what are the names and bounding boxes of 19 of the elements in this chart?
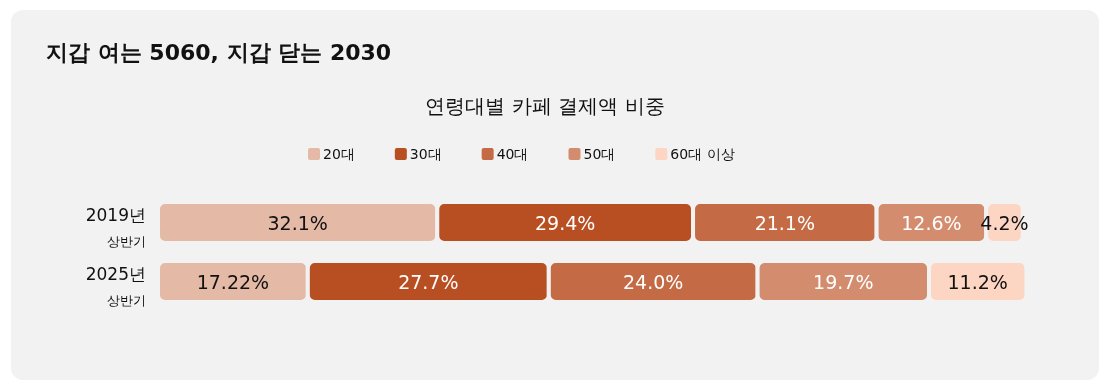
data-label: 11.2% [947, 270, 1008, 293]
data-label: 4.2% [980, 211, 1029, 234]
y-tick-label: 2019년 상반기 [85, 205, 146, 249]
data-label: 19.7% [813, 270, 874, 293]
data-label: 17.22% [196, 270, 270, 293]
y-tick-label: 2025년 상반기 [85, 264, 146, 308]
data-label: 12.6% [901, 211, 962, 234]
data-label: 21.1% [754, 211, 816, 234]
data-label: 29.4% [534, 211, 596, 234]
data-label: 32.1% [267, 211, 328, 234]
legend-label: 30대 [409, 146, 442, 162]
data-label: 27.7% [398, 270, 459, 293]
chart-subtitle: 연령대별 카페 결제액 비중 [425, 94, 665, 118]
data-label: 24.0% [623, 270, 684, 293]
legend-label: 40대 [496, 146, 529, 162]
chart-title: 지갑 여는 5060, 지갑 닫는 2030 [46, 40, 392, 65]
legend-label: 20대 [323, 146, 355, 162]
legend-label: 50대 [583, 146, 616, 162]
legend-label: 60대 이상 [670, 146, 735, 162]
